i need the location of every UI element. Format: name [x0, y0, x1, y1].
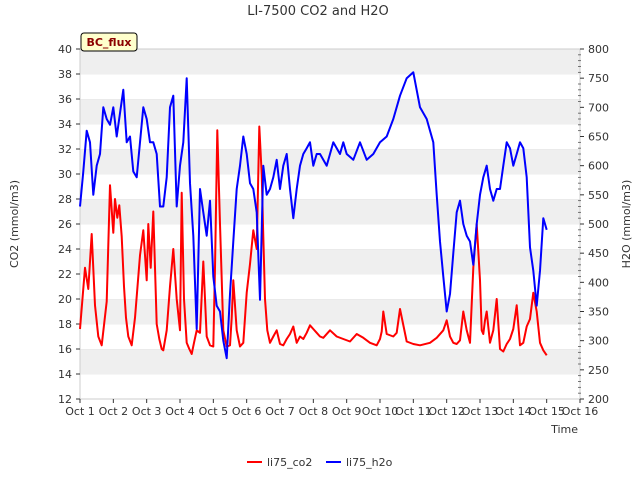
- y-axis-left-title: CO2 (mmol/m3): [8, 180, 21, 268]
- y-right-tick-label: 500: [588, 218, 609, 231]
- y-left-tick-label: 22: [58, 268, 72, 281]
- badge-label: BC_flux: [86, 36, 131, 49]
- y-left-tick-label: 14: [58, 368, 72, 381]
- x-axis-title: Time: [550, 423, 578, 436]
- series-line-li75_h2o: [79, 71, 548, 360]
- x-tick-label: Oct 6: [232, 405, 262, 418]
- grid-bands: [80, 48, 580, 399]
- y-right-tick-label: 300: [588, 335, 609, 348]
- series-line-li75_co2: [79, 125, 548, 356]
- grid-band: [80, 49, 580, 74]
- x-tick-label: Oct 10: [362, 405, 399, 418]
- bc-flux-badge: BC_flux: [80, 32, 138, 52]
- x-tick-label: Oct 1: [65, 405, 95, 418]
- y-right-tick-label: 250: [588, 364, 609, 377]
- grid-band: [80, 99, 580, 124]
- y-left-tick-label: 30: [58, 168, 72, 181]
- y-right-tick-label: 700: [588, 101, 609, 114]
- x-tick-label: Oct 11: [395, 405, 432, 418]
- chart-title: LI-7500 CO2 and H2O: [247, 4, 389, 19]
- x-tick-label: Oct 14: [495, 405, 532, 418]
- y-left-tick-label: 32: [58, 143, 72, 156]
- legend-label-li75_h2o: li75_h2o: [346, 456, 393, 469]
- y-right-tick-label: 600: [588, 160, 609, 173]
- x-tick-label: Oct 8: [299, 405, 329, 418]
- x-tick-label: Oct 4: [165, 405, 195, 418]
- grid-band: [80, 74, 580, 99]
- y-left-tick-label: 40: [58, 43, 72, 56]
- y-right-tick-label: 750: [588, 72, 609, 85]
- grid-band: [80, 324, 580, 349]
- grid-band: [80, 374, 580, 399]
- x-tick-label: Oct 5: [199, 405, 229, 418]
- grid-band: [80, 274, 580, 299]
- x-tick-label: Oct 3: [132, 405, 162, 418]
- y-left-tick-label: 12: [58, 393, 72, 406]
- y-right-tick-label: 550: [588, 189, 609, 202]
- x-tick-label: Oct 13: [462, 405, 499, 418]
- y-left-tick-label: 24: [58, 243, 72, 256]
- y-left-tick-label: 20: [58, 293, 72, 306]
- x-tick-label: Oct 2: [99, 405, 129, 418]
- x-tick-label: Oct 7: [265, 405, 295, 418]
- x-tick-label: Oct 12: [428, 405, 465, 418]
- x-tick-label: Oct 16: [562, 405, 599, 418]
- legend-label-li75_co2: li75_co2: [267, 456, 312, 469]
- grid-band: [80, 299, 580, 324]
- grid-band: [80, 349, 580, 374]
- y-right-tick-label: 400: [588, 276, 609, 289]
- grid-band: [80, 124, 580, 149]
- y-left-tick-label: 18: [58, 318, 72, 331]
- grid-band: [80, 174, 580, 199]
- y-left-tick-label: 26: [58, 218, 72, 231]
- grid-band: [80, 199, 580, 224]
- y-right-tick-label: 200: [588, 393, 609, 406]
- y-left-tick-label: 38: [58, 68, 72, 81]
- y-right-tick-label: 800: [588, 43, 609, 56]
- y-left-tick-label: 36: [58, 93, 72, 106]
- y-left-tick-label: 28: [58, 193, 72, 206]
- y-axis-left: 12 14 16 18 20 22 24 26 28 30 32 34 36 38 40: [58, 43, 80, 406]
- legend: li75_co2 li75_h2o: [247, 456, 393, 469]
- y-right-tick-label: 650: [588, 131, 609, 144]
- y-right-tick-label: 450: [588, 247, 609, 260]
- y-axis-right: 200 250 300 350 400 450 500 550 600 650 700 750 800: [578, 43, 609, 406]
- x-tick-label: Oct 9: [332, 405, 362, 418]
- x-tick-label: Oct 15: [528, 405, 565, 418]
- x-axis: Oct 1 Oct 2 Oct 3 Oct 4 Oct 5 Oct 6 Oct 7 Oct 8…: [65, 399, 598, 418]
- y-right-tick-label: 350: [588, 306, 609, 319]
- grid-band: [80, 249, 580, 274]
- grid-band: [80, 224, 580, 249]
- y-left-tick-label: 16: [58, 343, 72, 356]
- y-left-tick-label: 34: [58, 118, 72, 131]
- y-axis-right-title: H2O (mmol/m3): [620, 180, 633, 269]
